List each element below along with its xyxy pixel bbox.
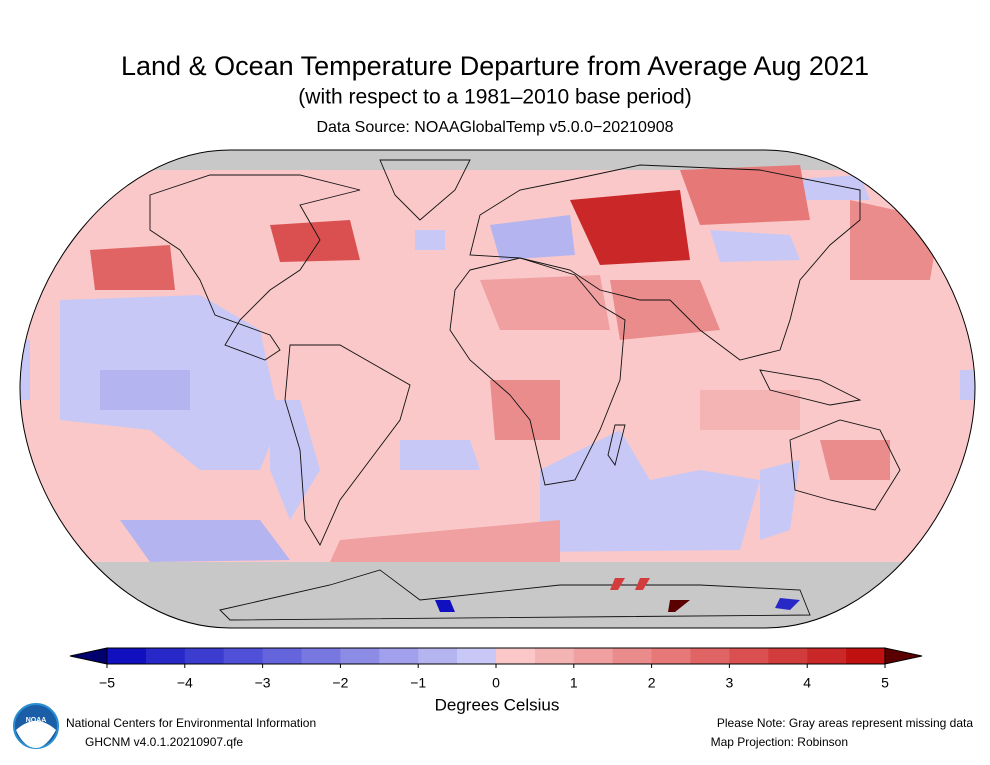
colorbar-tick-label: −1 [410, 675, 426, 691]
missing-north [20, 150, 975, 170]
colorbar: −5 −4 −3 −2 −1 0 1 2 3 4 5 [69, 647, 923, 691]
colorbar-bin [612, 648, 653, 664]
colorbar-bin [573, 648, 614, 664]
colorbar-tick-label: −2 [332, 675, 348, 691]
colorbar-bin [807, 648, 847, 664]
colorbar-over [884, 647, 923, 665]
colorbar-bin [534, 648, 575, 664]
map [20, 150, 975, 628]
colorbar-tick-label: 0 [492, 675, 500, 691]
source: Data Source: NOAAGlobalTemp v5.0.0−20210… [316, 119, 673, 136]
colorbar-bin [496, 648, 536, 664]
colorbar-bin [379, 648, 419, 664]
footer-left: National Centers for Environmental Infor… [66, 716, 316, 730]
missing-south [20, 562, 975, 628]
colorbar-bin [651, 648, 691, 664]
colorbar-bin [223, 648, 264, 664]
title: Land & Ocean Temperature Departure from … [121, 51, 869, 81]
colorbar-bin [107, 648, 147, 664]
cool-patches [20, 175, 975, 562]
colorbar-bin [690, 648, 730, 664]
colorbar-under [69, 647, 108, 665]
colorbar-tick-label: −4 [177, 675, 193, 691]
colorbar-tick-label: 1 [570, 675, 578, 691]
colorbar-bin [768, 648, 808, 664]
continents [149, 159, 901, 621]
footer-right: Please Note: Gray areas represent missin… [717, 716, 973, 730]
colorbar-bin [301, 648, 341, 664]
map-outline [19, 149, 976, 629]
colorbar-bin [145, 648, 186, 664]
colorbar-bin [418, 648, 458, 664]
colorbar-label: Degrees Celsius [435, 695, 560, 714]
logo-text: NOAA [26, 717, 47, 724]
antarctic-anomalies [435, 578, 800, 612]
colorbar-bin [457, 648, 497, 664]
footer-right: Map Projection: Robinson [711, 735, 848, 749]
colorbar-tick-label: −5 [99, 675, 115, 691]
colorbar-bin [340, 648, 380, 664]
colorbar-bin [846, 648, 886, 664]
colorbar-bin [184, 648, 225, 664]
colorbar-bin [729, 648, 769, 664]
colorbar-bin [262, 648, 302, 664]
subtitle: (with respect to a 1981–2010 base period… [298, 86, 691, 109]
colorbar-tick-label: −3 [255, 675, 271, 691]
colorbar-tick-label: 4 [803, 675, 811, 691]
warm-patches [90, 165, 940, 562]
colorbar-tick-label: 3 [726, 675, 734, 691]
colorbar-tick-label: 2 [648, 675, 656, 691]
noaa-logo: NOAA [13, 703, 59, 749]
colorbar-tick-label: 5 [881, 675, 889, 691]
footer-left: GHCNM v4.0.1.20210907.qfe [85, 735, 243, 749]
